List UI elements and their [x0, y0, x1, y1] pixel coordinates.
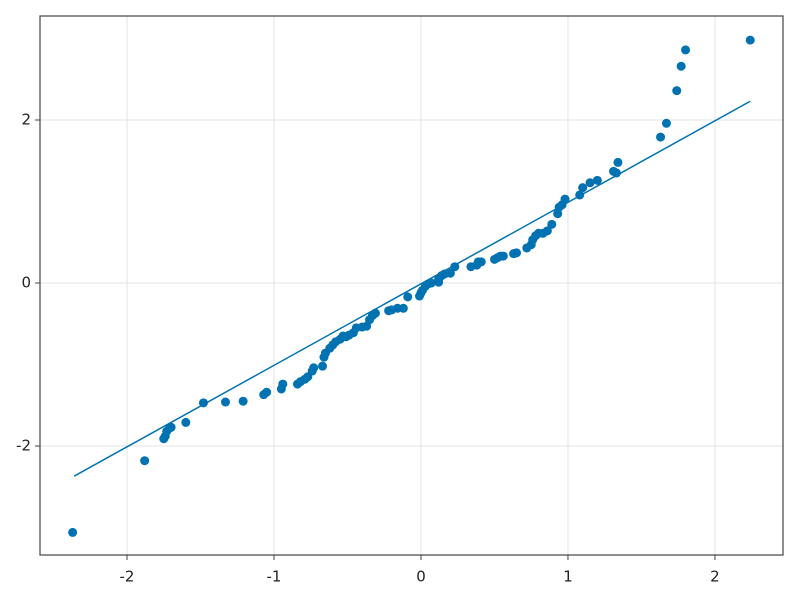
- x-tick-label: -1: [267, 568, 282, 586]
- point: [426, 278, 436, 288]
- x-tick-label: 1: [563, 568, 573, 586]
- point: [681, 45, 691, 55]
- point: [661, 118, 671, 128]
- point: [140, 456, 150, 466]
- point: [403, 292, 413, 302]
- point: [592, 175, 602, 185]
- plot-frame: [39, 15, 784, 556]
- y-tick-label: 0: [21, 274, 31, 292]
- point: [613, 157, 623, 167]
- point: [578, 183, 588, 193]
- x-tick-label: -2: [120, 568, 135, 586]
- point: [547, 219, 557, 229]
- x-tick-label: 2: [710, 568, 720, 586]
- y-tick-label: 2: [21, 111, 31, 129]
- point: [68, 527, 78, 537]
- point: [318, 361, 328, 371]
- point: [166, 422, 176, 432]
- point: [745, 35, 755, 45]
- y-tick-label: -2: [16, 437, 31, 455]
- point: [676, 61, 686, 71]
- point: [262, 387, 272, 397]
- point: [181, 417, 191, 427]
- point: [542, 226, 552, 236]
- point: [238, 396, 248, 406]
- point: [656, 132, 666, 142]
- point: [476, 257, 486, 267]
- point: [512, 248, 522, 258]
- point: [398, 303, 408, 313]
- point: [309, 363, 319, 373]
- point: [672, 86, 682, 96]
- x-tick-label: 0: [416, 568, 426, 586]
- point: [560, 194, 570, 204]
- point: [585, 178, 595, 188]
- reference-line: [73, 100, 751, 477]
- point: [220, 397, 230, 407]
- point: [611, 168, 621, 178]
- point: [278, 379, 288, 389]
- point: [498, 251, 508, 261]
- point: [445, 268, 455, 278]
